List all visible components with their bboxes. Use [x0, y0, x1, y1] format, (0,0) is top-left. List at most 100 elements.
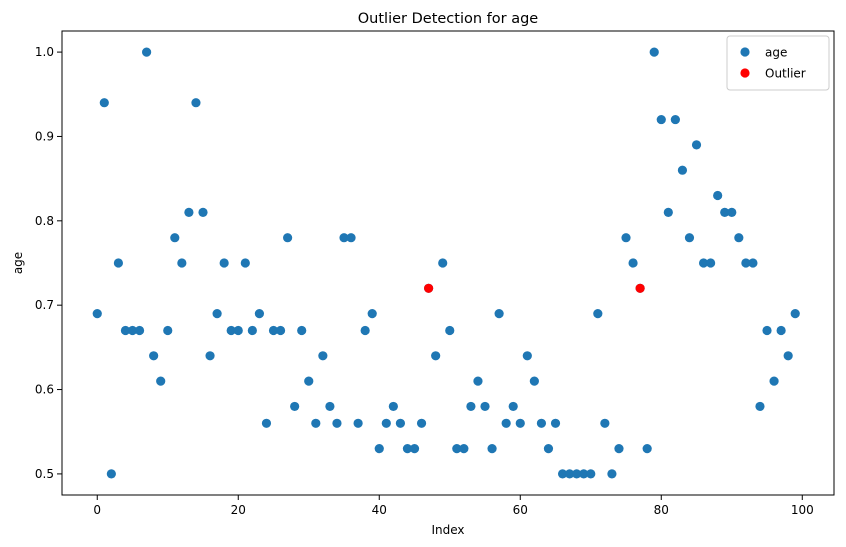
age-point	[163, 325, 173, 336]
age-point	[755, 401, 765, 412]
age-point	[311, 418, 321, 428]
age-point	[99, 98, 109, 108]
age-point	[304, 376, 314, 386]
age-point	[466, 401, 476, 412]
age-point	[565, 469, 575, 479]
age-point	[529, 376, 539, 386]
age-point	[353, 418, 363, 428]
age-point	[205, 351, 215, 361]
age-point	[438, 258, 448, 268]
legend-label-age: age	[765, 46, 787, 60]
age-point	[268, 325, 279, 336]
age-point	[586, 469, 596, 479]
outlier-point	[424, 283, 434, 293]
age-point	[522, 351, 532, 361]
x-tick-label: 20	[231, 503, 246, 517]
age-point	[776, 325, 786, 336]
age-point	[698, 258, 709, 268]
outlier-point	[635, 283, 645, 293]
age-point	[92, 309, 102, 319]
age-point	[543, 444, 554, 454]
age-point	[184, 207, 194, 217]
age-point	[452, 444, 462, 454]
age-point	[734, 233, 744, 243]
age-point	[536, 418, 547, 428]
age-point	[769, 376, 779, 386]
age-point	[607, 469, 617, 479]
age-point	[388, 401, 398, 412]
age-point	[297, 325, 307, 336]
age-point	[395, 418, 406, 428]
x-axis-title: Index	[431, 523, 464, 537]
age-point	[170, 233, 180, 243]
age-point	[191, 98, 201, 108]
age-point	[790, 309, 800, 319]
age-point	[290, 401, 300, 412]
legend: age Outlier	[726, 35, 830, 91]
age-point	[677, 165, 688, 175]
age-point	[261, 418, 272, 428]
age-point	[656, 114, 666, 125]
age-point	[318, 351, 328, 361]
y-tick-label: 0.9	[35, 129, 54, 143]
age-point	[106, 469, 116, 479]
age-point	[706, 258, 716, 268]
plot-area	[92, 47, 800, 479]
age-point	[149, 351, 159, 361]
age-point	[402, 444, 413, 454]
age-point	[642, 444, 652, 454]
age-point	[198, 207, 208, 217]
y-tick-label: 0.6	[35, 383, 54, 397]
age-point	[550, 418, 561, 428]
chart-title: Outlier Detection for age	[358, 11, 539, 27]
age-point	[219, 258, 229, 268]
age-point	[156, 376, 166, 386]
age-point	[480, 401, 490, 412]
age-point	[600, 418, 610, 428]
y-tick-label: 0.8	[35, 214, 54, 228]
age-point	[783, 351, 793, 361]
age-point	[233, 325, 243, 336]
age-point	[275, 325, 286, 336]
age-point	[445, 325, 455, 336]
age-point	[593, 309, 603, 319]
age-point	[431, 351, 441, 361]
age-point	[332, 418, 342, 428]
y-tick-label: 0.5	[35, 467, 54, 481]
age-point	[226, 325, 236, 336]
age-point	[572, 469, 582, 479]
legend-label-outlier: Outlier	[765, 67, 806, 81]
age-point	[120, 325, 131, 336]
age-point	[508, 401, 518, 412]
age-point	[177, 258, 187, 268]
age-point	[614, 444, 624, 454]
x-tick-label: 80	[654, 503, 669, 517]
age-point	[720, 207, 730, 217]
age-point	[515, 418, 525, 428]
legend-box	[726, 35, 830, 91]
age-point	[748, 258, 758, 268]
age-point	[283, 233, 293, 243]
age-point	[339, 233, 349, 243]
age-point	[346, 233, 356, 243]
legend-marker-age	[740, 47, 750, 57]
plot-frame	[61, 30, 835, 496]
x-tick-label: 100	[791, 503, 814, 517]
age-point	[127, 325, 138, 336]
age-point	[409, 444, 420, 454]
x-tick-label: 40	[372, 503, 387, 517]
age-point	[621, 233, 631, 243]
age-point	[762, 325, 772, 336]
age-point	[501, 418, 511, 428]
y-tick-label: 1.0	[35, 45, 54, 59]
x-tick-label: 60	[513, 503, 528, 517]
age-point	[325, 401, 335, 412]
age-point	[381, 418, 391, 428]
age-point	[713, 190, 723, 201]
age-point	[494, 309, 504, 319]
legend-marker-outlier	[740, 68, 750, 78]
age-point	[473, 376, 483, 386]
age-point	[416, 418, 427, 428]
